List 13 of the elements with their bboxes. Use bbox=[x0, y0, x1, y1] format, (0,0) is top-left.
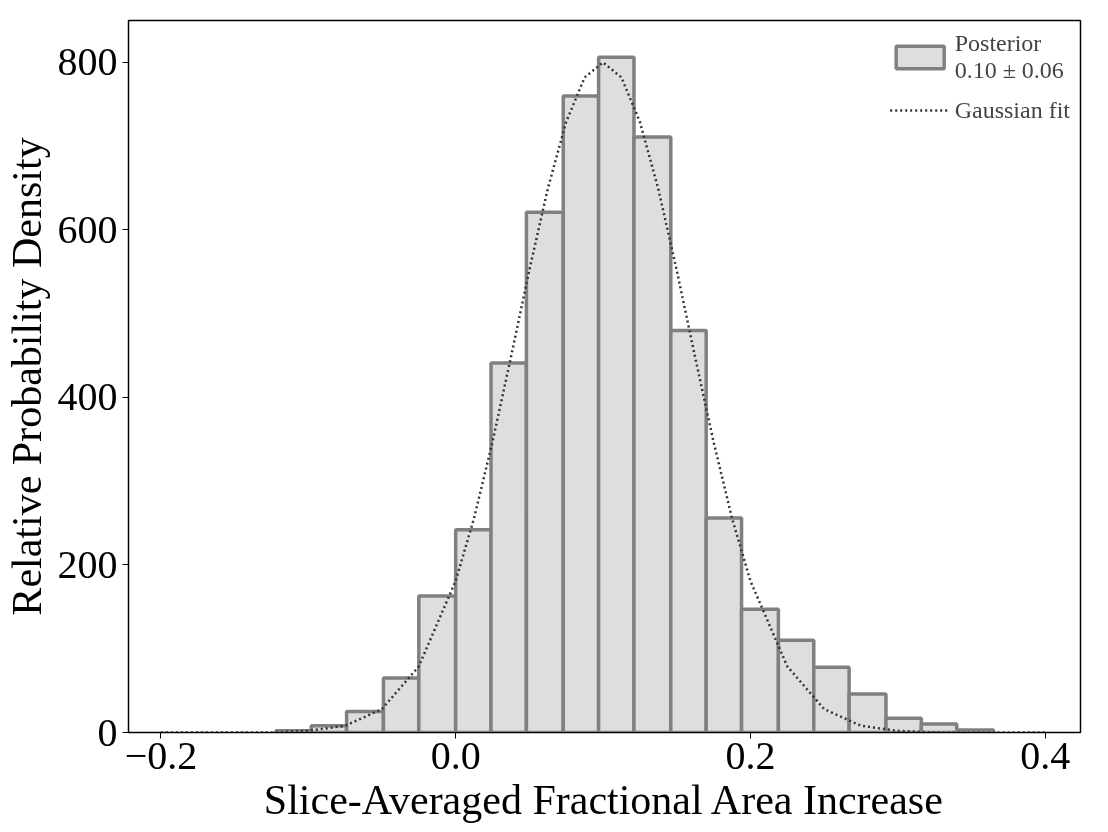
x-tick-label: 0.4 bbox=[1020, 732, 1071, 778]
legend-label: Posterior 0.10 ± 0.06 bbox=[954, 30, 1064, 84]
y-tick-label: 200 bbox=[57, 541, 118, 587]
y-tick-label: 0 bbox=[97, 709, 118, 755]
y-tick-label: 600 bbox=[57, 206, 118, 252]
y-tick-label: 400 bbox=[57, 374, 118, 420]
x-tick-label: 0.0 bbox=[430, 732, 481, 778]
x-tick-label: 0.2 bbox=[725, 732, 776, 778]
x-axis-title: Slice-Averaged Fractional Area Increase bbox=[263, 776, 943, 823]
x-tick-label: −0.2 bbox=[124, 732, 198, 778]
y-axis-title: Relative Probability Density bbox=[3, 137, 50, 616]
legend-label: Gaussian fit bbox=[954, 96, 1070, 124]
y-tick-label: 800 bbox=[57, 39, 118, 85]
